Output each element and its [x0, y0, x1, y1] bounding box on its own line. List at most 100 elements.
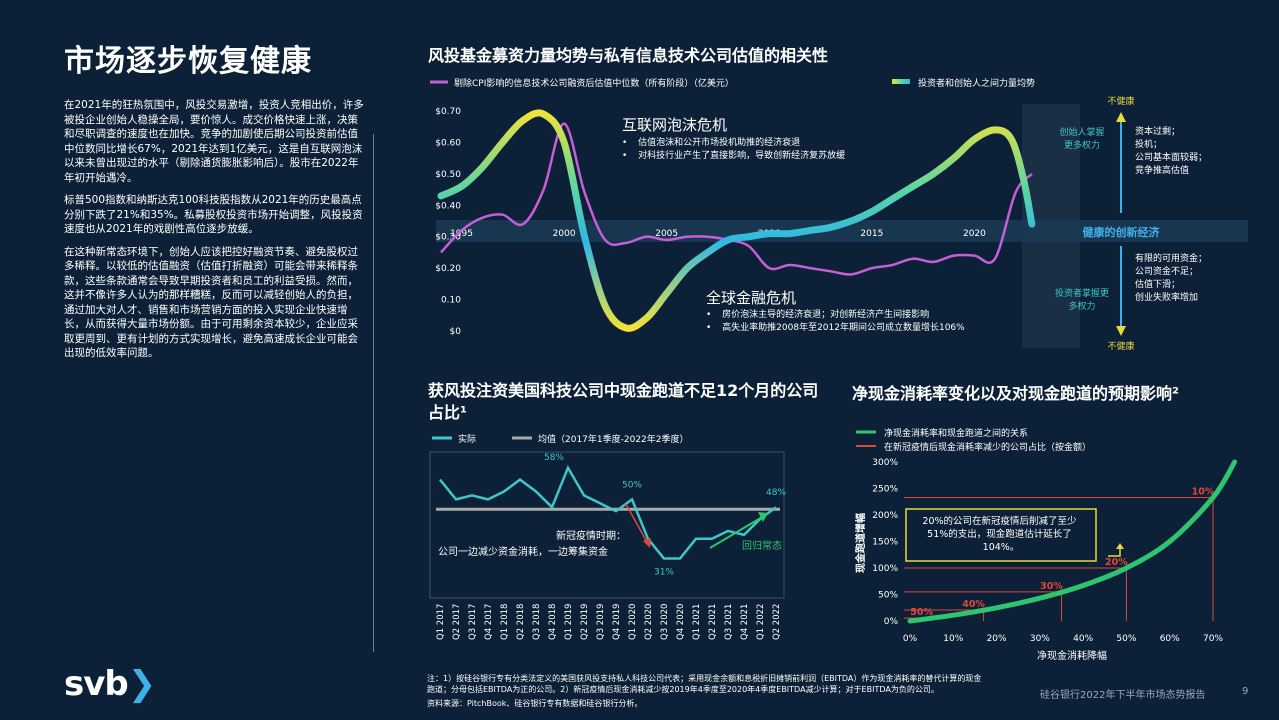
chart2-title: 获风投注资美国科技公司中现金跑道不足12个月的公司占比¹	[428, 381, 819, 422]
x-tick-label: Q2 2022	[772, 604, 782, 640]
covid-detail: 公司一边减少资金消耗，一边筹集资金	[438, 545, 608, 558]
unhealthy-bottom: 不健康	[1107, 340, 1134, 352]
x-tick-label: Q2 2017	[452, 604, 462, 640]
x-tick-label: Q1 2022	[756, 604, 766, 640]
x-tick-label: Q4 2019	[612, 604, 622, 640]
legend-power: 投资者和创始人之间力量均势	[918, 77, 1035, 89]
y-tick-label: 200%	[872, 511, 898, 521]
callout-pointer	[1108, 546, 1121, 557]
recovery-label: 回归常态	[742, 539, 782, 552]
footnote-text: 注：1）按硅谷银行专有分类法定义的美国获风投支持私人科技公司代表；采用现金余额和…	[427, 674, 982, 694]
bottom-condition: 有限的可用资金；	[1135, 252, 1207, 264]
chart1-title: 风投基金募资力量均势与私有信息技术公司估值的相关性	[428, 46, 829, 65]
x-tick-label: Q3 2017	[468, 604, 478, 640]
intro-text: 在2021年的狂热氛围中，风投交易激增，投资人竞相出价，许多被投企业创始人稳操全…	[64, 98, 364, 369]
x-axis-label: 净现金消耗降幅	[1037, 649, 1107, 662]
callout-pointer-head	[1116, 543, 1124, 549]
arrow-down-head	[1116, 326, 1126, 336]
x-tick-label: 0%	[903, 634, 918, 644]
y-tick-label: $0.70	[435, 107, 461, 117]
x-tick-label: Q4 2020	[676, 604, 686, 640]
chart3-title: 净现金消耗率变化以及对现金跑道的预期影响²	[852, 384, 1180, 403]
share-label: 50%	[910, 607, 933, 618]
gfc-title: 全球金融危机	[706, 289, 796, 307]
legend-valuation: 剔除CPI影响的信息技术公司融资后估值中位数（所有阶段）（亿美元）	[454, 77, 734, 89]
x-tick-label: Q2 2020	[644, 604, 654, 640]
series-valuation-line	[440, 122, 1033, 276]
covid-arrow	[625, 503, 649, 545]
x-tick-label: Q2 2021	[708, 604, 718, 640]
page-title: 市场逐步恢复健康	[64, 44, 312, 79]
chevron-right-icon: ❯	[127, 664, 156, 704]
x-tick-label: 50%	[1116, 634, 1136, 644]
data-label: 50%	[622, 480, 642, 490]
bottom-condition: 公司资金不足；	[1135, 265, 1198, 277]
x-tick-label: Q3 2021	[724, 604, 734, 640]
y-tick-label: $0.60	[435, 138, 461, 148]
x-tick-label: 40%	[1073, 634, 1093, 644]
x-tick-label: Q1 2019	[564, 604, 574, 640]
x-tick-label: 70%	[1203, 634, 1223, 644]
x-tick-label: 30%	[1030, 634, 1050, 644]
x-tick-label: Q3 2018	[532, 604, 542, 640]
x-tick-label: Q1 2021	[692, 604, 702, 640]
source-text: 资料来源：PitchBook、硅谷银行专有数据和硅谷银行分析。	[427, 699, 643, 708]
x-tick-label: Q3 2020	[660, 604, 670, 640]
x-tick-label: 2020	[963, 229, 986, 239]
y-tick-label: $0	[450, 327, 462, 337]
paragraph: 标普500指数和纳斯达克100科技股指数从2021年的历史最高点分别下跌了21%…	[64, 194, 363, 235]
y-tick-label: 150%	[872, 538, 898, 548]
arrow-up-head	[1116, 112, 1126, 122]
x-tick-label: 1995	[450, 229, 473, 239]
y-tick-label: 250%	[872, 485, 898, 495]
x-tick-label: 2000	[553, 229, 576, 239]
y-tick-label: $0.40	[435, 201, 461, 211]
top-condition: 竞争推高估值	[1135, 164, 1189, 176]
x-tick-label: Q4 2018	[548, 604, 558, 640]
x-tick-label: 2005	[655, 229, 678, 239]
paragraph: 在2021年的狂热氛围中，风投交易激增，投资人竞相出价，许多被投企业创始人稳操全…	[64, 99, 364, 184]
y-tick-label: $0.20	[435, 264, 461, 274]
founders-power: 创始人掌握更多权力	[1059, 126, 1104, 151]
x-tick-label: Q1 2018	[500, 604, 510, 640]
y-tick-label: 0.10	[441, 296, 461, 306]
series-relationship-curve	[907, 459, 1238, 624]
legend-relationship: 净现金消耗率和现金跑道之间的关系	[884, 427, 1028, 439]
x-tick-label: Q1 2017	[436, 604, 446, 640]
share-label: 30%	[1040, 581, 1063, 592]
healthy-label: 健康的创新经济	[1083, 225, 1161, 239]
x-tick-label: 20%	[987, 634, 1007, 644]
callout-box	[905, 508, 1097, 562]
x-tick-label: Q2 2019	[580, 604, 590, 640]
x-tick-label: Q4 2021	[740, 604, 750, 640]
gfc-point: • 房价泡沫主导的经济衰退；对创新经济产生间接影响	[706, 308, 929, 320]
top-conditions: 资本过剩； 投机； 公司基本面较弱； 竞争推高估值	[1135, 125, 1207, 176]
bottom-condition: 估值下滑；	[1135, 278, 1180, 290]
x-tick-label: 60%	[1160, 634, 1180, 644]
covid-arrow-head	[643, 538, 651, 548]
data-label: 31%	[654, 568, 674, 578]
legend-share: 在新冠疫情后现金消耗率减少的公司占比（按金额）	[884, 441, 1091, 453]
footer-report: 硅谷银行2022年下半年市场态势报告	[1040, 690, 1206, 701]
investors-power: 投资者掌握更多权力	[1055, 287, 1109, 312]
x-tick-label: Q4 2017	[484, 604, 494, 640]
bubble-point: • 对科技行业产生了直接影响，导致创新经济复苏放缓	[622, 149, 845, 161]
x-tick-label: 2015	[860, 229, 883, 239]
legend-swatch-power	[892, 79, 910, 84]
divider	[373, 134, 374, 652]
bubble-point: • 估值泡沫和公开市场投机助推的经济衰退	[622, 136, 800, 148]
gfc-point: • 高失业率助推2008年至2012年期间公司成立数量增长106%	[706, 321, 965, 333]
series-actual-line	[439, 464, 777, 560]
y-tick-label: 0%	[884, 617, 899, 627]
svb-logo: svb❯	[64, 664, 156, 704]
y-tick-label: $0.50	[435, 170, 461, 180]
y-tick-label: 50%	[878, 591, 898, 601]
x-tick-label: Q1 2020	[628, 604, 638, 640]
legend-actual: 实际	[458, 433, 476, 445]
bottom-conditions: 有限的可用资金； 公司资金不足； 估值下滑； 创业失败率增加	[1135, 252, 1207, 303]
share-label: 20%	[1105, 557, 1128, 568]
x-tick-label: Q2 2018	[516, 604, 526, 640]
unhealthy-top: 不健康	[1107, 95, 1134, 107]
series-power-line	[437, 109, 1036, 332]
